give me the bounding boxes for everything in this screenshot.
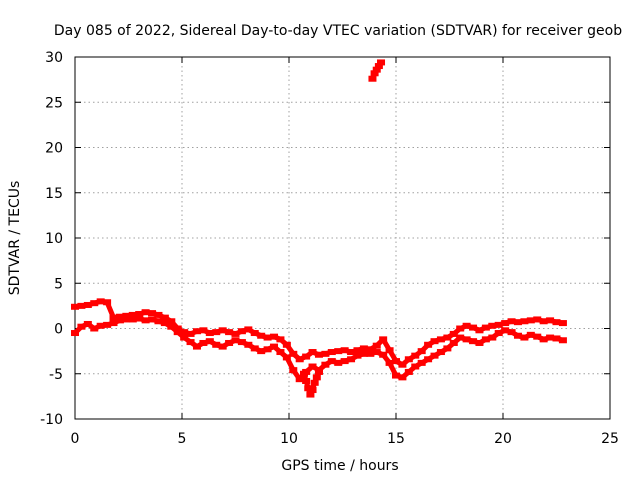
y-axis-label: SDTVAR / TECUs — [7, 181, 23, 296]
y-tick-label: -10 — [40, 412, 63, 428]
y-tick-label: 15 — [45, 186, 63, 202]
series-upper-track — [71, 298, 567, 368]
series-dip-near-11h — [299, 368, 323, 398]
data-point — [558, 337, 567, 344]
x-axis-label: GPS time / hours — [281, 458, 398, 474]
y-tick-label: 10 — [45, 231, 63, 247]
y-tick-label: 25 — [45, 95, 63, 111]
x-tick-labels: 0 5 10 15 20 25 — [71, 431, 619, 447]
data-point — [314, 368, 323, 375]
y-tick-label: 5 — [54, 276, 63, 292]
data-points — [71, 59, 567, 398]
data-point — [377, 59, 386, 66]
x-tick-label: 5 — [178, 431, 187, 447]
grid — [75, 57, 610, 419]
series-outlier-near-14h — [368, 59, 386, 82]
x-tick-label: 20 — [494, 431, 512, 447]
x-tick-label: 15 — [387, 431, 405, 447]
y-tick-label: 30 — [45, 50, 63, 66]
y-tick-labels: -10 -5 0 5 10 15 20 25 30 — [40, 50, 63, 428]
x-tick-label: 25 — [601, 431, 619, 447]
y-tick-label: 0 — [54, 322, 63, 338]
y-tick-label: -5 — [49, 367, 63, 383]
y-tick-label: 20 — [45, 141, 63, 157]
data-point — [558, 320, 567, 327]
x-tick-label: 10 — [280, 431, 298, 447]
series-lower-track — [71, 315, 567, 383]
chart-title: Day 085 of 2022, Sidereal Day-to-day VTE… — [54, 23, 622, 39]
x-tick-label: 0 — [71, 431, 80, 447]
